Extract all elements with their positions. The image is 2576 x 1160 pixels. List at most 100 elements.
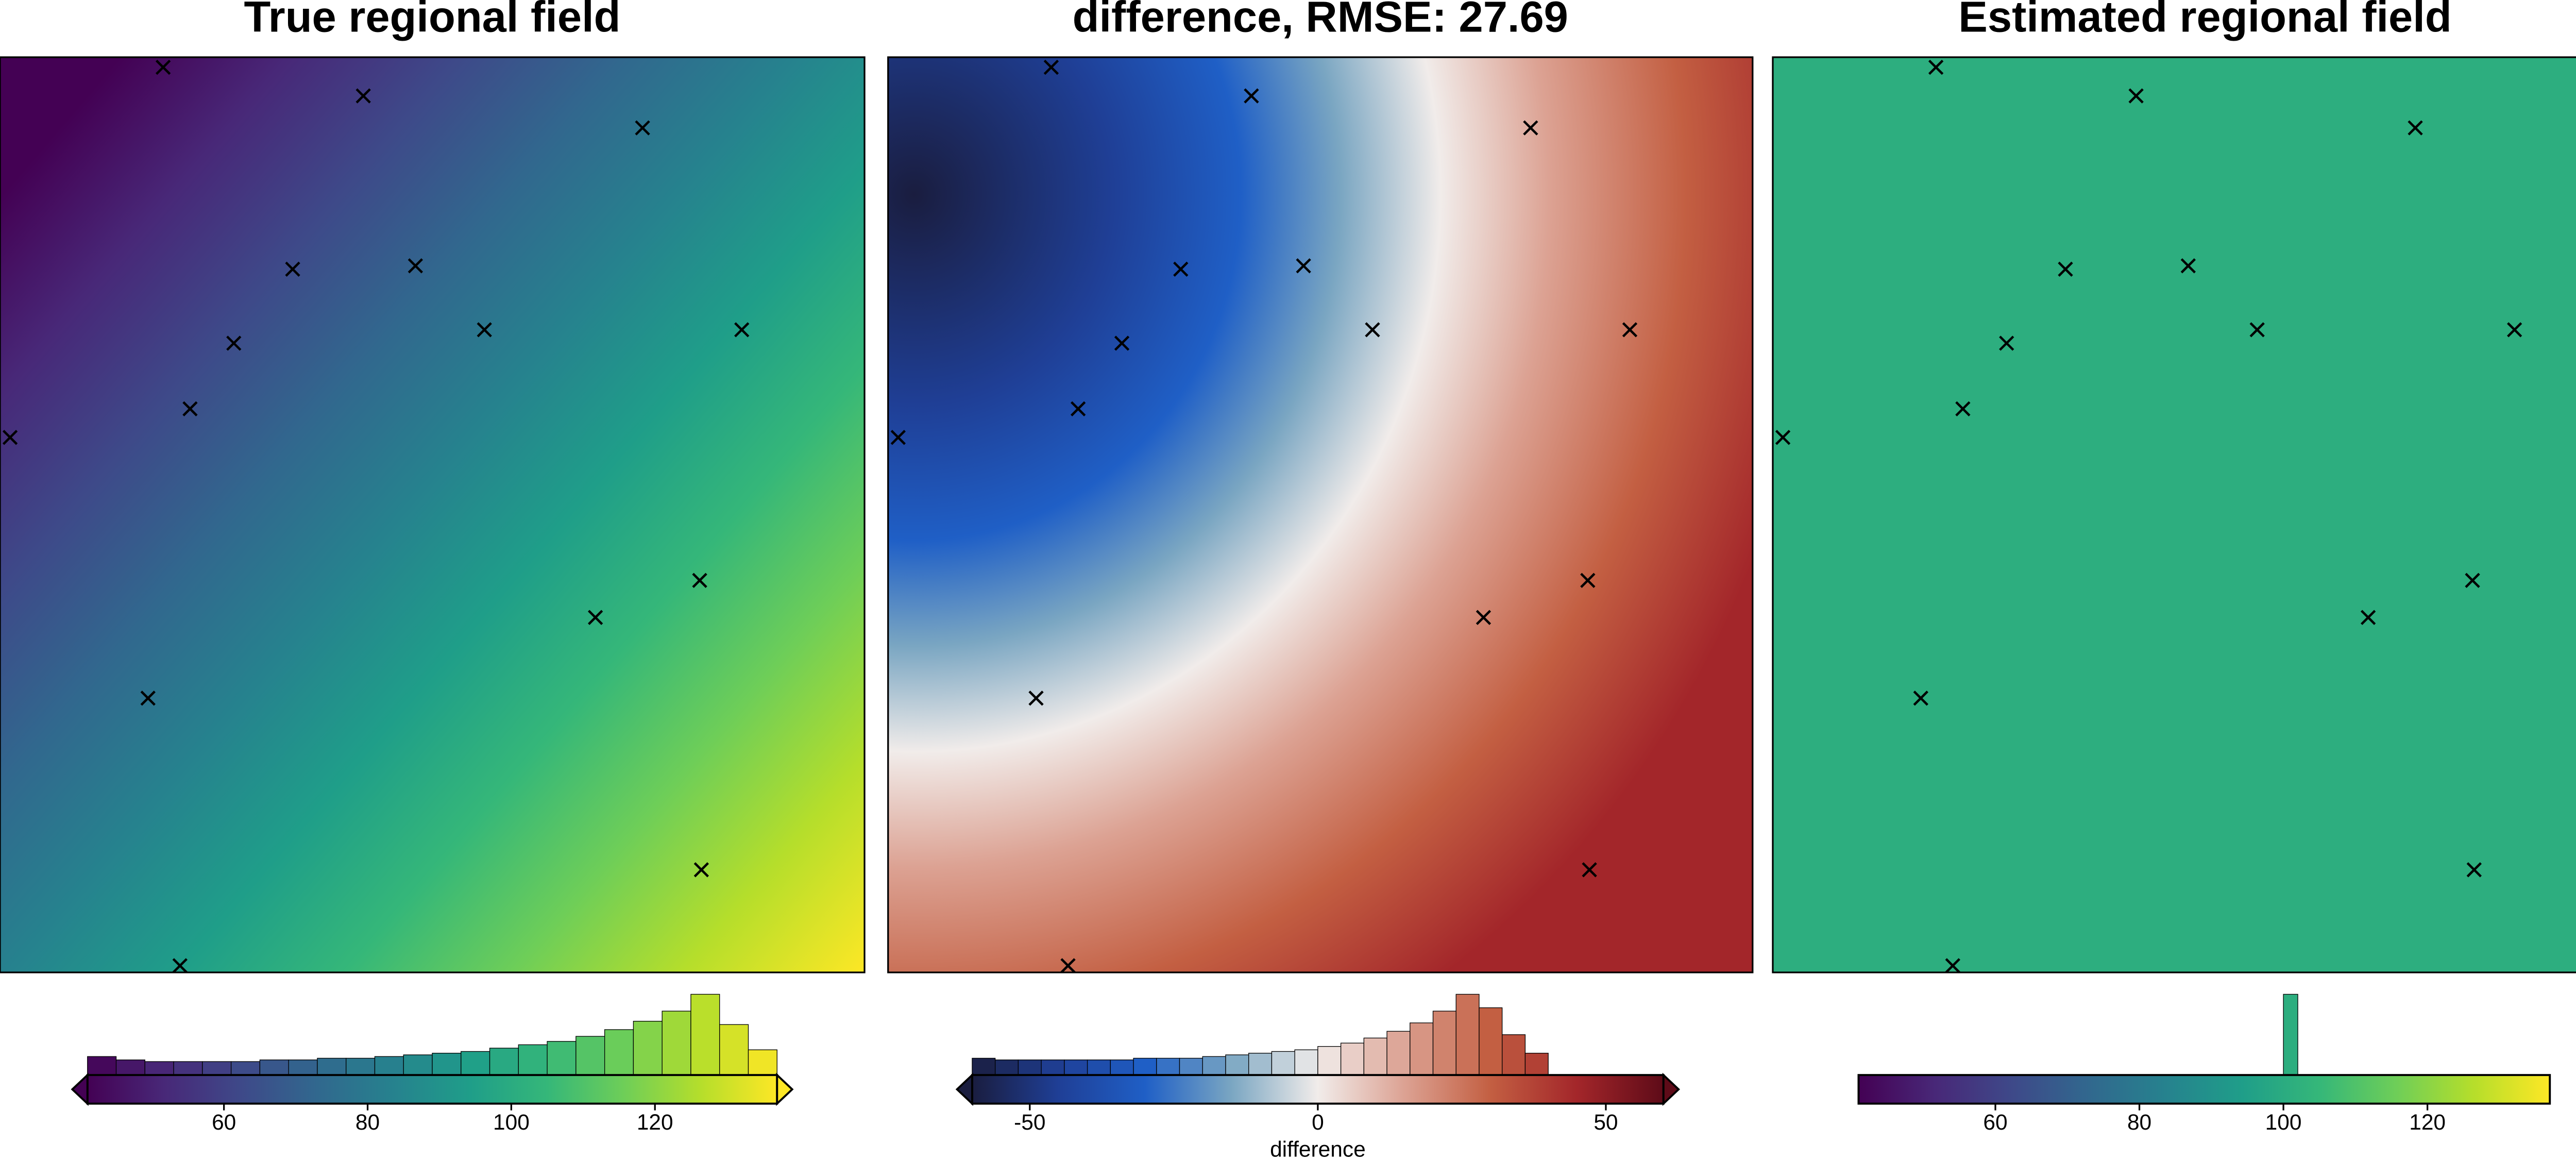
constraint-point [155, 59, 171, 75]
constraint-point [2408, 120, 2423, 136]
histogram-bar [518, 1044, 548, 1075]
histogram-bar [115, 1060, 145, 1075]
constraint-point [1476, 610, 1492, 625]
constraint-point [182, 401, 198, 416]
constraint-point [1114, 335, 1130, 351]
histogram-bar [1363, 1037, 1387, 1075]
field [887, 56, 1754, 973]
histogram-bar [1041, 1060, 1065, 1075]
colorbar [1857, 1074, 2551, 1105]
constraint-point [1928, 59, 1944, 75]
constraint-point [1028, 691, 1044, 706]
constraint-point [172, 958, 188, 973]
panel-title: Estimated regional field [1958, 0, 2451, 41]
colorbar-extend-high [776, 1072, 794, 1106]
constraint-point [2507, 322, 2522, 338]
histogram-bar [1064, 1060, 1088, 1075]
histogram-bar [748, 1049, 777, 1075]
constraint-point [635, 120, 650, 136]
colorbar-extend-high [1662, 1072, 1680, 1106]
constraint-point [2360, 610, 2376, 625]
colorbar-tick-label: 50 [1594, 1110, 1618, 1134]
constraint-point [1582, 862, 1597, 878]
histogram-bar [87, 1056, 117, 1075]
constraint-point [693, 862, 709, 878]
constraint-point [2058, 261, 2073, 277]
constraint-point [140, 691, 156, 706]
histogram-bar [547, 1041, 577, 1075]
histogram-bar [575, 1036, 605, 1075]
constraint-point [1244, 88, 1259, 104]
colorbar-tick-label: 100 [2265, 1110, 2302, 1134]
constraint-point [1580, 573, 1596, 588]
histogram-bar [1156, 1057, 1180, 1075]
constraint-point [1913, 691, 1928, 706]
histogram-bar [1110, 1060, 1134, 1075]
colorbar [971, 1074, 1665, 1105]
histogram-bar [972, 1057, 996, 1075]
constraint-point [1060, 958, 1076, 973]
colorbar-tick-label: 60 [1983, 1110, 2007, 1134]
constraint-point [1775, 430, 1791, 445]
histogram-bar [173, 1061, 203, 1075]
constraint-point [2128, 88, 2144, 104]
colorbar-tick-label: 100 [493, 1110, 530, 1134]
histogram-bar [1225, 1054, 1249, 1075]
histogram-bar [633, 1021, 663, 1075]
colorbar-tick-label: 80 [2127, 1110, 2151, 1134]
histogram-bar [1271, 1051, 1295, 1075]
histogram-bar [1248, 1053, 1273, 1075]
histogram-bar [202, 1061, 232, 1075]
colorbar-tick-label: 60 [212, 1110, 236, 1134]
constraint-point [2249, 322, 2265, 338]
colorbar-tick-label: 120 [637, 1110, 673, 1134]
constraint-point [1999, 335, 2014, 351]
histogram-bar [995, 1060, 1019, 1075]
panel-title: difference, RMSE: 27.69 [1073, 0, 1568, 41]
colorbar-tick-label: 0 [1312, 1110, 1324, 1134]
constraint-point [1945, 958, 1960, 973]
histogram-bar [1340, 1043, 1364, 1075]
histogram-bar [288, 1060, 318, 1075]
histogram-bar [1179, 1057, 1203, 1075]
histogram-bar [1432, 1011, 1456, 1075]
colorbar-tick-label: -50 [1014, 1110, 1045, 1134]
histogram-bar [604, 1029, 634, 1075]
histogram-bar [432, 1053, 462, 1075]
constraint-point [692, 573, 707, 588]
constraint-point [226, 335, 242, 351]
constraint-point [2465, 573, 2480, 588]
colorbar-label: difference [1270, 1137, 1366, 1160]
histogram-bar [1386, 1031, 1411, 1075]
histogram-bar [403, 1054, 433, 1075]
constraint-point [1365, 322, 1380, 338]
constraint-point [1296, 258, 1311, 274]
panel-title: True regional field [244, 0, 621, 41]
constraint-point [477, 322, 492, 338]
constraint-point [1043, 59, 1059, 75]
constraint-point [285, 261, 300, 277]
constraint-point [890, 430, 906, 445]
histogram-bar [259, 1060, 289, 1075]
constraint-point [588, 610, 603, 625]
histogram-bar [144, 1061, 174, 1075]
constraint-point [1070, 401, 1086, 416]
constraint-point [355, 88, 371, 104]
constraint-point [2180, 258, 2196, 274]
histogram-bar [1133, 1057, 1157, 1075]
histogram-bar [489, 1048, 519, 1075]
histogram-bar [1294, 1049, 1318, 1075]
colorbar-extend-low [955, 1072, 973, 1106]
constraint-point [408, 258, 423, 274]
histogram-bar [461, 1051, 490, 1075]
histogram-bar [230, 1061, 261, 1075]
histogram-bar [1502, 1034, 1526, 1075]
colorbar-tick-label: 120 [2409, 1110, 2446, 1134]
colorbar [86, 1074, 778, 1105]
histogram-bar [346, 1057, 376, 1075]
constraint-point [734, 322, 750, 338]
field [1772, 56, 2576, 973]
constraint-point [2, 430, 18, 445]
constraint-point [1173, 261, 1189, 277]
constraint-point [1523, 120, 1538, 136]
